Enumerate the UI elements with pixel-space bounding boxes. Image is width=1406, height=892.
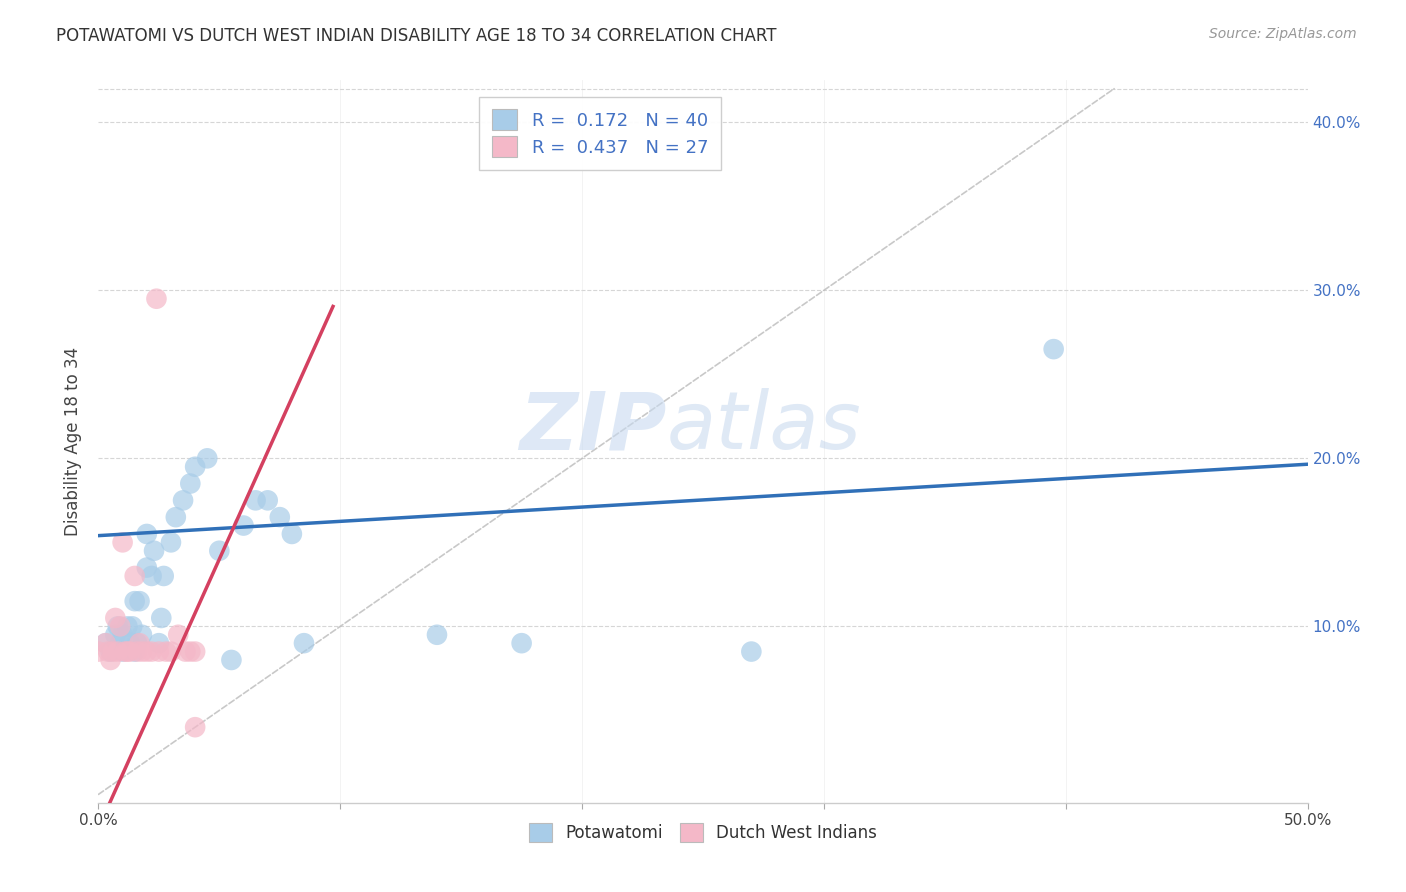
Point bbox=[221, 653, 243, 667]
Point bbox=[128, 636, 150, 650]
Point bbox=[179, 476, 201, 491]
Point bbox=[100, 653, 122, 667]
Point bbox=[107, 644, 129, 658]
Point bbox=[117, 619, 139, 633]
Point bbox=[148, 644, 170, 658]
Point bbox=[426, 628, 449, 642]
Point bbox=[111, 644, 134, 658]
Point bbox=[135, 560, 157, 574]
Point bbox=[141, 569, 163, 583]
Point bbox=[150, 611, 173, 625]
Point bbox=[131, 628, 153, 642]
Point bbox=[160, 535, 183, 549]
Point bbox=[117, 644, 139, 658]
Text: POTAWATOMI VS DUTCH WEST INDIAN DISABILITY AGE 18 TO 34 CORRELATION CHART: POTAWATOMI VS DUTCH WEST INDIAN DISABILI… bbox=[56, 27, 776, 45]
Point bbox=[104, 611, 127, 625]
Point bbox=[510, 636, 533, 650]
Point bbox=[152, 569, 174, 583]
Text: atlas: atlas bbox=[666, 388, 862, 467]
Point bbox=[145, 292, 167, 306]
Point bbox=[100, 644, 122, 658]
Point bbox=[740, 644, 762, 658]
Point bbox=[118, 644, 141, 658]
Point bbox=[143, 543, 166, 558]
Point bbox=[97, 644, 120, 658]
Point bbox=[184, 459, 207, 474]
Point bbox=[269, 510, 291, 524]
Point bbox=[124, 569, 146, 583]
Point bbox=[245, 493, 267, 508]
Y-axis label: Disability Age 18 to 34: Disability Age 18 to 34 bbox=[65, 347, 83, 536]
Point bbox=[141, 644, 163, 658]
Point bbox=[155, 644, 177, 658]
Point bbox=[184, 720, 207, 734]
Point bbox=[165, 510, 187, 524]
Point bbox=[124, 644, 146, 658]
Point bbox=[172, 493, 194, 508]
Point bbox=[111, 535, 134, 549]
Point bbox=[208, 543, 231, 558]
Point bbox=[101, 644, 124, 658]
Point bbox=[179, 644, 201, 658]
Point bbox=[135, 644, 157, 658]
Point bbox=[121, 619, 143, 633]
Point bbox=[108, 619, 131, 633]
Point bbox=[107, 619, 129, 633]
Point bbox=[114, 644, 136, 658]
Legend: Potawatomi, Dutch West Indians: Potawatomi, Dutch West Indians bbox=[522, 816, 884, 848]
Point bbox=[118, 636, 141, 650]
Point bbox=[256, 493, 278, 508]
Point bbox=[174, 644, 197, 658]
Point bbox=[1042, 342, 1064, 356]
Point bbox=[87, 644, 110, 658]
Point bbox=[94, 636, 117, 650]
Point bbox=[135, 527, 157, 541]
Point bbox=[94, 636, 117, 650]
Point bbox=[292, 636, 315, 650]
Point bbox=[148, 636, 170, 650]
Point bbox=[127, 644, 149, 658]
Point bbox=[167, 628, 190, 642]
Point bbox=[195, 451, 218, 466]
Point bbox=[184, 644, 207, 658]
Point bbox=[232, 518, 254, 533]
Text: Source: ZipAtlas.com: Source: ZipAtlas.com bbox=[1209, 27, 1357, 41]
Point bbox=[108, 636, 131, 650]
Point bbox=[281, 527, 304, 541]
Point bbox=[128, 594, 150, 608]
Text: ZIP: ZIP bbox=[519, 388, 666, 467]
Point bbox=[104, 628, 127, 642]
Point bbox=[160, 644, 183, 658]
Point bbox=[111, 628, 134, 642]
Point bbox=[131, 644, 153, 658]
Point bbox=[124, 594, 146, 608]
Point bbox=[127, 636, 149, 650]
